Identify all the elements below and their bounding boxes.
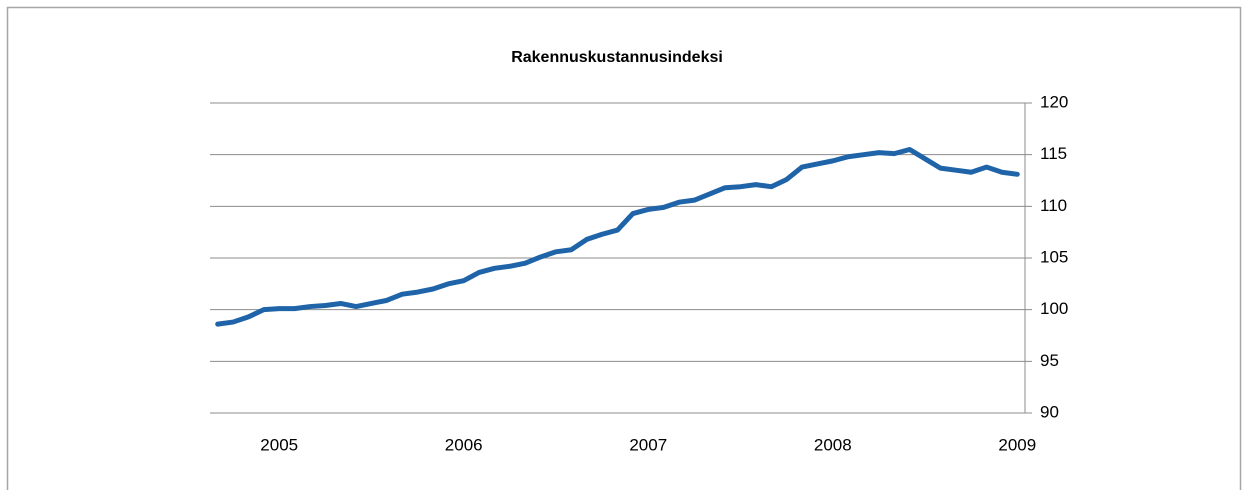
y-tick-label: 115	[1040, 144, 1067, 163]
y-tick-label: 95	[1040, 351, 1059, 370]
x-tick-label: 2007	[629, 435, 667, 454]
y-tick-label: 105	[1040, 247, 1068, 266]
chart-border	[6, 6, 1242, 490]
x-tick-label: 2006	[445, 435, 483, 454]
y-tick-label: 110	[1040, 196, 1067, 215]
y-tick-label: 120	[1040, 92, 1068, 111]
y-tick-label: 100	[1040, 299, 1068, 318]
y-tick-label: 90	[1040, 402, 1059, 421]
data-line	[215, 147, 1020, 327]
chart-title: Rakennuskustannusindeksi	[511, 49, 723, 66]
x-tick-label: 2008	[814, 435, 852, 454]
x-tick-label: 2009	[998, 435, 1036, 454]
x-tick-label: 2005	[260, 435, 298, 454]
